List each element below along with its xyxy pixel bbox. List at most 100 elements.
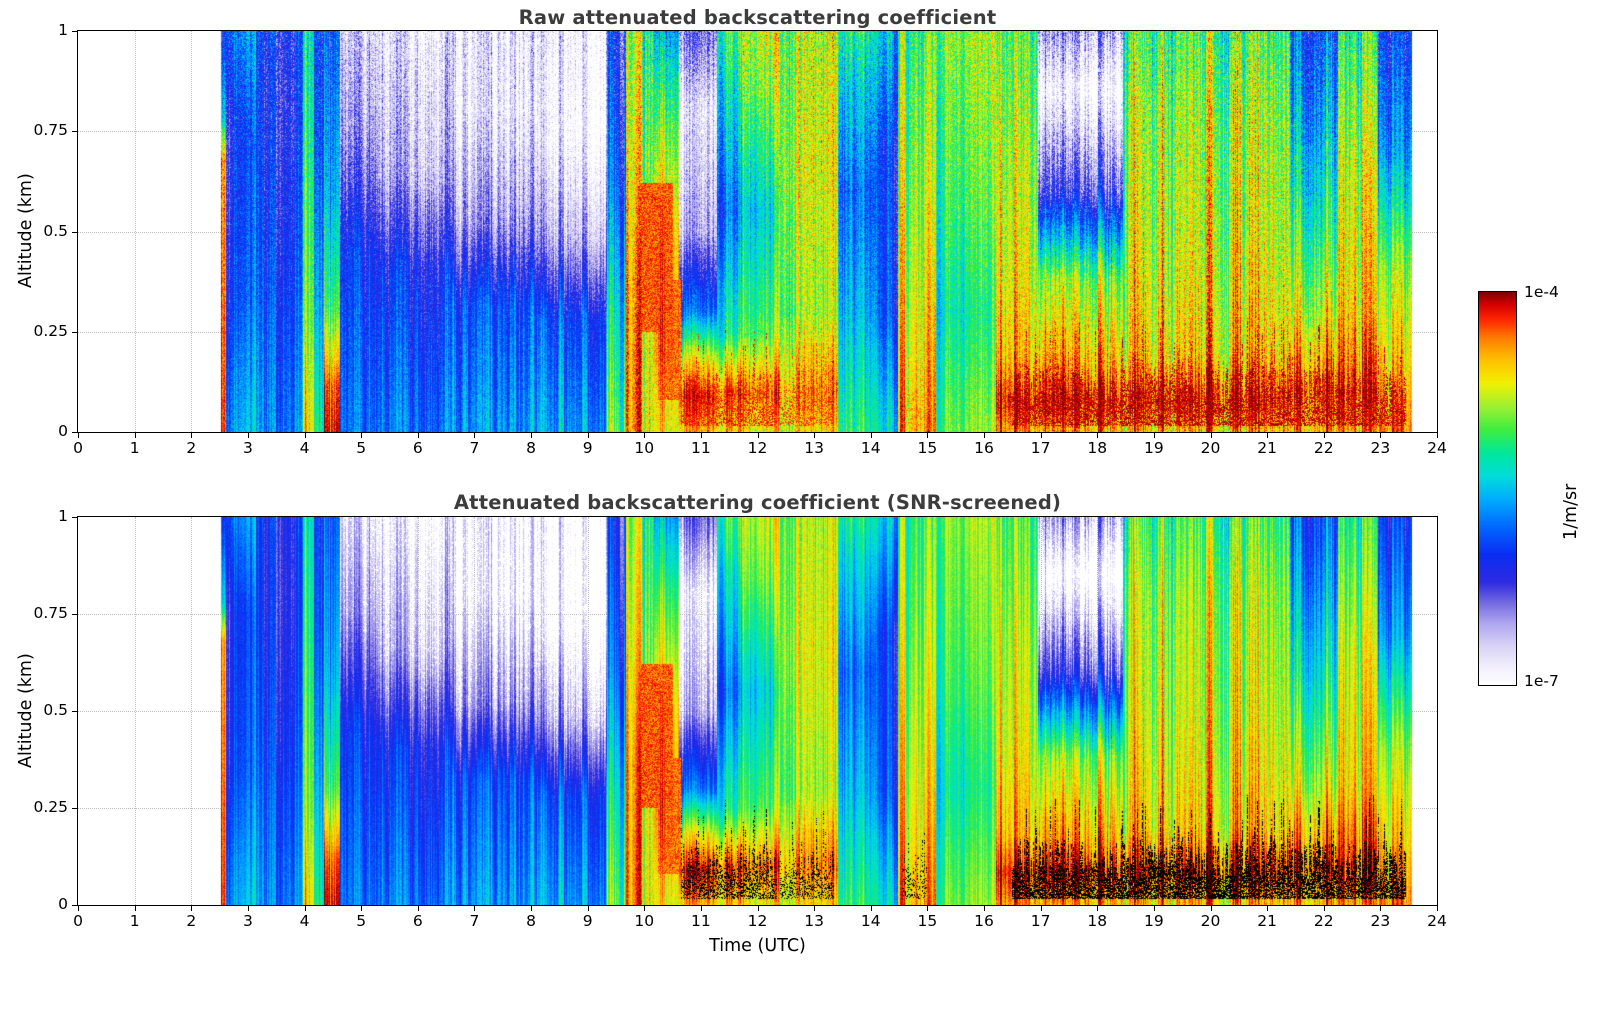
x-tick-label: 2 — [186, 439, 197, 457]
x-tick-label: 16 — [974, 439, 994, 457]
x-tick-label: 4 — [299, 439, 310, 457]
x-tick-label: 13 — [804, 912, 824, 930]
x-tick-mark — [1267, 906, 1269, 911]
x-tick-label: 16 — [974, 912, 994, 930]
x-tick-mark — [644, 906, 646, 911]
x-tick-label: 9 — [582, 439, 593, 457]
x-tick-label: 23 — [1370, 439, 1391, 457]
x-tick-mark — [814, 433, 816, 438]
y-tick-label: 0.25 — [33, 798, 68, 816]
raw-y-axis-label: Altitude (km) — [16, 173, 36, 288]
x-tick-mark — [1040, 433, 1042, 438]
colorbar-gradient — [1479, 292, 1516, 685]
x-tick-label: 19 — [1144, 912, 1164, 930]
x-tick-label: 3 — [242, 439, 253, 457]
x-tick-mark — [191, 433, 193, 438]
x-tick-label: 8 — [526, 912, 536, 930]
x-tick-mark — [78, 433, 79, 438]
x-tick-label: 0 — [73, 439, 83, 457]
x-tick-label: 17 — [1030, 912, 1051, 930]
x-tick-label: 8 — [526, 439, 536, 457]
x-tick-label: 18 — [1087, 912, 1108, 930]
y-tick-mark — [72, 131, 77, 133]
x-tick-label: 11 — [691, 439, 711, 457]
x-tick-label: 21 — [1257, 439, 1277, 457]
x-tick-label: 18 — [1087, 439, 1108, 457]
x-tick-label: 12 — [747, 912, 768, 930]
x-tick-label: 4 — [299, 912, 310, 930]
x-axis-label: Time (UTC) — [709, 936, 806, 956]
x-tick-mark — [1097, 433, 1099, 438]
y-tick-label: 0.75 — [33, 604, 68, 622]
screened-x-axis-ticks: 0 1 2 3 4 5 6 7 8 9 10 11 12 13 14 15 16 17 18 19 20 21 22 23 24 — [73, 912, 1447, 934]
x-tick-label: 13 — [804, 439, 824, 457]
x-tick-label: 12 — [747, 439, 768, 457]
x-tick-label: 5 — [356, 439, 367, 457]
screened-heatmap-canvas — [78, 517, 1437, 905]
x-tick-mark — [927, 433, 929, 438]
x-tick-mark — [361, 433, 363, 438]
x-tick-label: 1 — [129, 912, 140, 930]
y-tick-mark — [72, 231, 77, 233]
x-tick-mark — [417, 433, 419, 438]
x-tick-mark — [644, 433, 646, 438]
raw-heatmap-canvas — [78, 31, 1437, 432]
y-tick-label: 1 — [58, 21, 68, 39]
x-tick-label: 6 — [412, 912, 423, 930]
x-tick-label: 10 — [634, 439, 655, 457]
x-tick-label: 3 — [242, 912, 253, 930]
y-tick-label: 0 — [58, 422, 68, 440]
x-tick-mark — [134, 433, 136, 438]
x-tick-mark — [1210, 433, 1212, 438]
screened-y-axis-ticks: 0 0.25 0.5 0.75 1 — [0, 507, 72, 913]
x-tick-mark — [247, 433, 249, 438]
x-tick-label: 21 — [1257, 912, 1277, 930]
x-tick-mark — [78, 906, 79, 911]
x-tick-label: 17 — [1030, 439, 1051, 457]
screened-y-axis-label: Altitude (km) — [16, 653, 36, 768]
x-tick-mark — [304, 433, 306, 438]
x-tick-mark — [1380, 433, 1382, 438]
y-tick-label: 0.75 — [33, 121, 68, 140]
x-tick-mark — [1267, 433, 1269, 438]
x-tick-label: 2 — [186, 912, 197, 930]
y-tick-mark — [72, 432, 77, 433]
x-tick-label: 24 — [1427, 912, 1447, 930]
x-tick-label: 22 — [1313, 912, 1334, 930]
y-tick-label: 0.25 — [33, 321, 68, 340]
x-tick-mark — [1380, 906, 1382, 911]
x-tick-label: 15 — [917, 912, 938, 930]
x-tick-mark — [757, 906, 759, 911]
raw-x-axis-ticks: 0 1 2 3 4 5 6 7 8 9 10 11 12 13 14 15 16 17 18 19 20 21 22 23 24 — [73, 439, 1447, 461]
x-tick-mark — [587, 433, 589, 438]
screened-heatmap-panel — [72, 516, 1438, 911]
x-tick-mark — [247, 906, 249, 911]
y-tick-label: 1 — [58, 507, 68, 525]
y-tick-label: 0 — [58, 895, 68, 913]
x-tick-label: 6 — [412, 439, 423, 457]
x-tick-mark — [984, 433, 985, 438]
x-tick-mark — [984, 906, 985, 911]
raw-panel-title: Raw attenuated backscattering coefficien… — [518, 6, 997, 29]
x-tick-mark — [700, 906, 702, 911]
x-tick-label: 11 — [691, 912, 711, 930]
x-tick-mark — [870, 433, 872, 438]
x-tick-label: 23 — [1370, 912, 1391, 930]
x-tick-mark — [417, 906, 419, 911]
raw-heatmap-panel — [72, 30, 1438, 438]
x-tick-mark — [531, 433, 532, 438]
x-tick-mark — [1437, 906, 1438, 911]
x-tick-mark — [531, 906, 532, 911]
x-tick-label: 10 — [634, 912, 655, 930]
x-tick-label: 19 — [1144, 439, 1164, 457]
x-tick-mark — [1040, 906, 1042, 911]
x-tick-label: 14 — [860, 439, 881, 457]
x-tick-label: 9 — [582, 912, 593, 930]
screened-panel-title: Attenuated backscattering coefficient (S… — [453, 491, 1062, 514]
y-tick-mark — [72, 808, 77, 809]
x-tick-mark — [814, 906, 816, 911]
y-tick-mark — [72, 331, 77, 333]
x-tick-label: 15 — [917, 439, 938, 457]
x-tick-mark — [1153, 906, 1155, 911]
